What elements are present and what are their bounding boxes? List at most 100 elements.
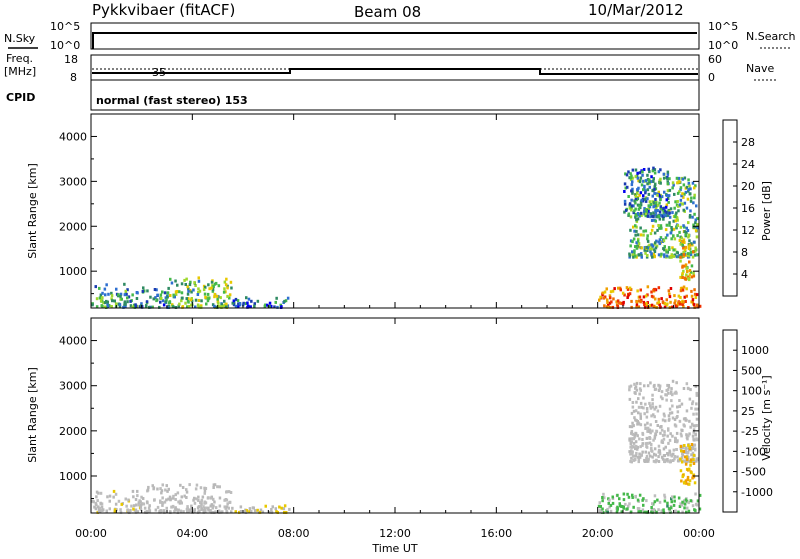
radar-cell: [628, 502, 631, 506]
radar-cell: [103, 305, 107, 309]
radar-cell: [662, 454, 666, 458]
radar-cell: [142, 286, 145, 290]
radar-cell: [668, 188, 672, 192]
radar-cell: [648, 170, 651, 174]
radar-cell: [210, 510, 213, 514]
radar-cell: [637, 186, 640, 190]
radar-cell: [98, 296, 102, 300]
radar-cell: [618, 497, 621, 501]
radar-cell: [635, 305, 638, 309]
radar-cell: [230, 286, 233, 290]
radar-cell: [638, 295, 642, 299]
radar-cell: [649, 304, 652, 307]
radar-cell: [203, 292, 207, 296]
radar-cell: [688, 273, 692, 277]
radar-cell: [693, 186, 696, 190]
radar-cell: [647, 459, 650, 463]
radar-cell: [652, 201, 656, 205]
radar-cell: [653, 407, 656, 411]
radar-cell: [629, 452, 632, 456]
radar-cell: [91, 303, 94, 307]
radar-cell: [638, 193, 641, 197]
radar-cell: [618, 502, 621, 506]
radar-cell: [286, 296, 290, 300]
radar-cell: [101, 291, 104, 295]
radar-cell: [231, 301, 234, 305]
radar-cell: [649, 406, 653, 410]
radar-cell: [694, 492, 697, 496]
radar-cell: [147, 506, 151, 510]
radar-cell: [635, 219, 639, 223]
radar-cell: [136, 291, 139, 295]
radar-cell: [670, 387, 673, 391]
radar-cell: [643, 197, 647, 201]
radar-cell: [648, 436, 651, 439]
radar-cell: [223, 304, 226, 308]
radar-cell: [143, 289, 146, 293]
radar-cell: [163, 500, 167, 504]
radar-cell: [691, 451, 695, 455]
radar-cell: [216, 297, 219, 301]
radar-cell: [118, 303, 122, 307]
radar-cell: [691, 476, 694, 480]
radar-cell: [658, 210, 662, 214]
radar-cell: [268, 510, 271, 514]
radar-cell: [643, 305, 647, 309]
radar-cell: [629, 176, 633, 180]
radar-cell: [692, 271, 695, 275]
radar-cell: [657, 224, 660, 227]
radar-cell: [690, 275, 694, 279]
radar-cell: [129, 299, 132, 303]
y-tick-label: 3000: [59, 175, 87, 188]
radar-cell: [687, 434, 690, 438]
radar-cell: [686, 506, 689, 510]
radar-cell: [110, 291, 113, 295]
radar-cell: [630, 411, 634, 415]
radar-cell: [687, 189, 690, 193]
radar-cell: [683, 230, 686, 234]
radar-cell: [160, 489, 164, 493]
radar-cell: [679, 457, 682, 461]
colorbar-tick-label: -100: [741, 445, 766, 458]
radar-cell: [694, 249, 697, 253]
radar-cell: [212, 483, 216, 487]
colorbar-tick-label: 28: [741, 136, 755, 149]
radar-cell: [212, 504, 215, 508]
radar-cell: [160, 297, 163, 300]
radar-cell: [603, 304, 606, 308]
radar-cell: [657, 240, 661, 244]
radar-cell: [663, 499, 667, 503]
radar-cell: [200, 500, 203, 504]
radar-cell: [119, 294, 122, 298]
radar-cell: [630, 456, 633, 460]
radar-cell: [634, 385, 638, 389]
radar-cell: [246, 301, 249, 305]
radar-cell: [683, 192, 686, 196]
radar-cell: [667, 210, 670, 214]
radar-cell: [655, 510, 658, 514]
radar-cell: [226, 286, 229, 290]
radar-cell: [228, 500, 232, 504]
radar-cell: [636, 498, 640, 502]
radar-cell: [657, 190, 660, 194]
radar-cell: [674, 219, 677, 223]
radar-cell: [657, 455, 660, 459]
radar-cell: [159, 499, 162, 503]
radar-cell: [193, 501, 197, 505]
radar-cell: [682, 238, 686, 242]
radar-cell: [685, 455, 688, 459]
radar-cell: [635, 246, 639, 250]
radar-cell: [641, 498, 644, 502]
radar-cell: [684, 479, 688, 483]
radar-cell: [653, 191, 656, 195]
radar-cell: [207, 297, 210, 301]
radar-cell: [628, 176, 631, 180]
radar-cell: [626, 492, 629, 496]
nsky-trace: [92, 32, 697, 49]
radar-cell: [694, 448, 697, 452]
radar-cell: [250, 510, 253, 514]
radar-cell: [695, 402, 698, 406]
radar-cell: [655, 204, 658, 208]
radar-cell: [663, 213, 666, 217]
radar-cell: [130, 504, 133, 508]
